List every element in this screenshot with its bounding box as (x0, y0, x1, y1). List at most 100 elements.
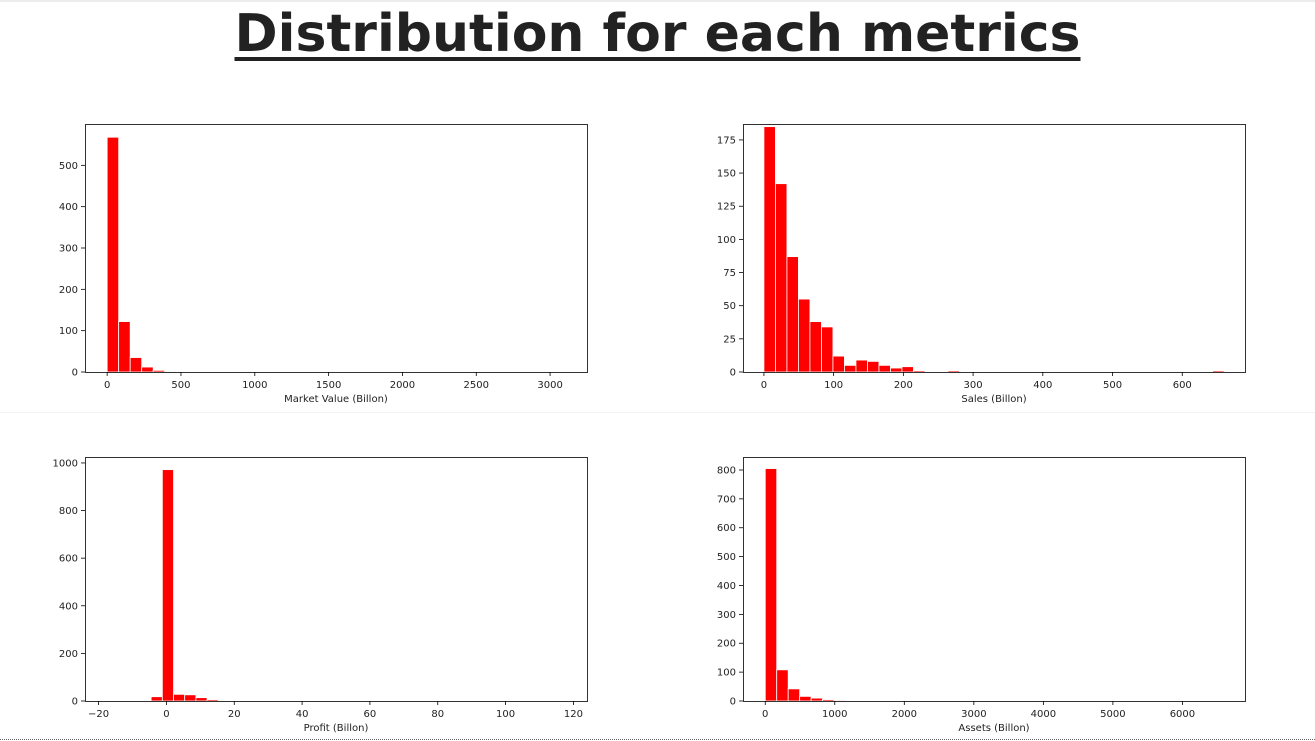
x-tick-label: −20 (88, 709, 109, 720)
y-tick-label: 500 (59, 161, 78, 172)
row-divider (0, 412, 1315, 413)
y-tick-label: 700 (717, 494, 736, 505)
histogram-bar (776, 669, 789, 702)
top-border (0, 0, 1315, 2)
y-tick-label: 200 (59, 285, 78, 296)
chart-market-value: 0 500 1000 1500 2000 2500 3000 0 100 200 300 400 500… (59, 124, 588, 405)
chart-profit: −20 0 20 40 60 80 100 120 0 200 400 600 800 1000 Profi… (53, 457, 600, 734)
y-tick-label: 100 (717, 235, 736, 246)
y-tick-label: 50 (723, 301, 736, 312)
x-axis-label: Sales (Billon) (961, 394, 1026, 405)
histogram-bar (855, 359, 868, 373)
x-tick-label: 1000 (822, 709, 847, 720)
y-tick-label: 0 (72, 697, 78, 708)
histogram-bar (798, 298, 811, 373)
x-tick-label: 2000 (390, 380, 415, 391)
histogram-bar (118, 321, 131, 373)
x-tick-label: 1000 (242, 380, 267, 391)
x-tick-label: 100 (824, 380, 843, 391)
histogram-bar (890, 367, 903, 373)
y-tick-label: 800 (59, 506, 78, 517)
x-tick-label: 6000 (1170, 709, 1195, 720)
histogram-bar (809, 321, 822, 373)
histogram-bar (764, 468, 778, 702)
y-tick-label: 400 (59, 202, 78, 213)
y-tick-label: 0 (730, 368, 736, 379)
histogram-bar (184, 694, 197, 702)
x-tick-label: 3000 (961, 709, 986, 720)
plot-frame (743, 124, 1246, 373)
y-tick-label: 200 (59, 649, 78, 660)
x-tick-label: 0 (762, 709, 768, 720)
histogram-bar (775, 183, 788, 373)
y-tick-label: 1000 (53, 458, 78, 469)
y-tick-label: 150 (717, 169, 736, 180)
bottom-dotted-border (0, 739, 1315, 740)
histogram-bar (901, 366, 914, 373)
histogram-bar (947, 370, 960, 373)
histogram-bar (173, 693, 186, 702)
histogram-bar (878, 364, 891, 373)
y-tick-label: 400 (59, 601, 78, 612)
x-tick-label: 4000 (1031, 709, 1056, 720)
y-tick-label: 400 (717, 581, 736, 592)
y-tick-label: 500 (717, 552, 736, 563)
x-tick-label: 0 (761, 380, 767, 391)
x-axis-label: Market Value (Billon) (284, 394, 388, 405)
x-tick-label: 300 (964, 380, 983, 391)
y-tick-label: 100 (59, 326, 78, 337)
y-tick-label: 75 (723, 268, 736, 279)
x-axis-label: Assets (Billon) (958, 723, 1029, 734)
histogram-bar (141, 366, 154, 373)
histogram-bar (913, 370, 926, 373)
x-tick-label: 600 (1173, 380, 1192, 391)
x-tick-label: 60 (364, 709, 377, 720)
histogram-bar (844, 364, 857, 373)
histogram-bar (799, 695, 812, 702)
x-tick-label: 40 (296, 709, 309, 720)
x-tick-label: 100 (496, 709, 515, 720)
y-tick-label: 0 (72, 368, 78, 379)
x-tick-label: 0 (163, 709, 169, 720)
x-tick-label: 5000 (1100, 709, 1125, 720)
histogram-bar (195, 697, 208, 702)
plot-frame (85, 457, 588, 702)
x-tick-label: 80 (431, 709, 444, 720)
x-tick-label: 200 (894, 380, 913, 391)
chart-assets: 0 1000 2000 3000 4000 5000 6000 0 100 200 300 400 50… (717, 457, 1246, 734)
y-tick-label: 600 (59, 554, 78, 565)
plot-frame (743, 457, 1246, 702)
histogram-bar (152, 369, 166, 373)
histogram-bar (217, 699, 230, 702)
chart-sales: 0 100 200 300 400 500 600 0 25 50 75 100 125 150 175 Sa… (717, 124, 1246, 405)
y-tick-label: 300 (59, 244, 78, 255)
histogram-bar (833, 699, 846, 702)
y-tick-label: 100 (717, 668, 736, 679)
histogram-bar (161, 469, 174, 702)
histogram-bar (832, 355, 845, 373)
y-tick-label: 125 (717, 202, 736, 213)
y-tick-label: 200 (717, 639, 736, 650)
histogram-bar (786, 256, 799, 373)
x-tick-label: 3000 (537, 380, 562, 391)
histogram-bar (106, 136, 120, 373)
x-tick-label: 2500 (464, 380, 489, 391)
histogram-bar (787, 688, 801, 702)
histogram-bar (150, 696, 163, 702)
histogram-bar (810, 697, 824, 702)
histogram-bar (763, 126, 776, 373)
y-tick-label: 25 (723, 334, 736, 345)
y-tick-label: 600 (717, 523, 736, 534)
x-tick-label: 120 (564, 709, 583, 720)
y-tick-label: 800 (717, 465, 736, 476)
histogram-bar (821, 326, 834, 373)
histogram-bar (206, 699, 219, 702)
plot-frame (85, 124, 588, 373)
y-tick-label: 300 (717, 610, 736, 621)
x-tick-label: 400 (1033, 380, 1052, 391)
page-title: Distribution for each metrics (234, 4, 1081, 64)
histogram-bar (164, 370, 177, 373)
histogram-bar (822, 699, 835, 702)
y-tick-label: 175 (717, 135, 736, 146)
